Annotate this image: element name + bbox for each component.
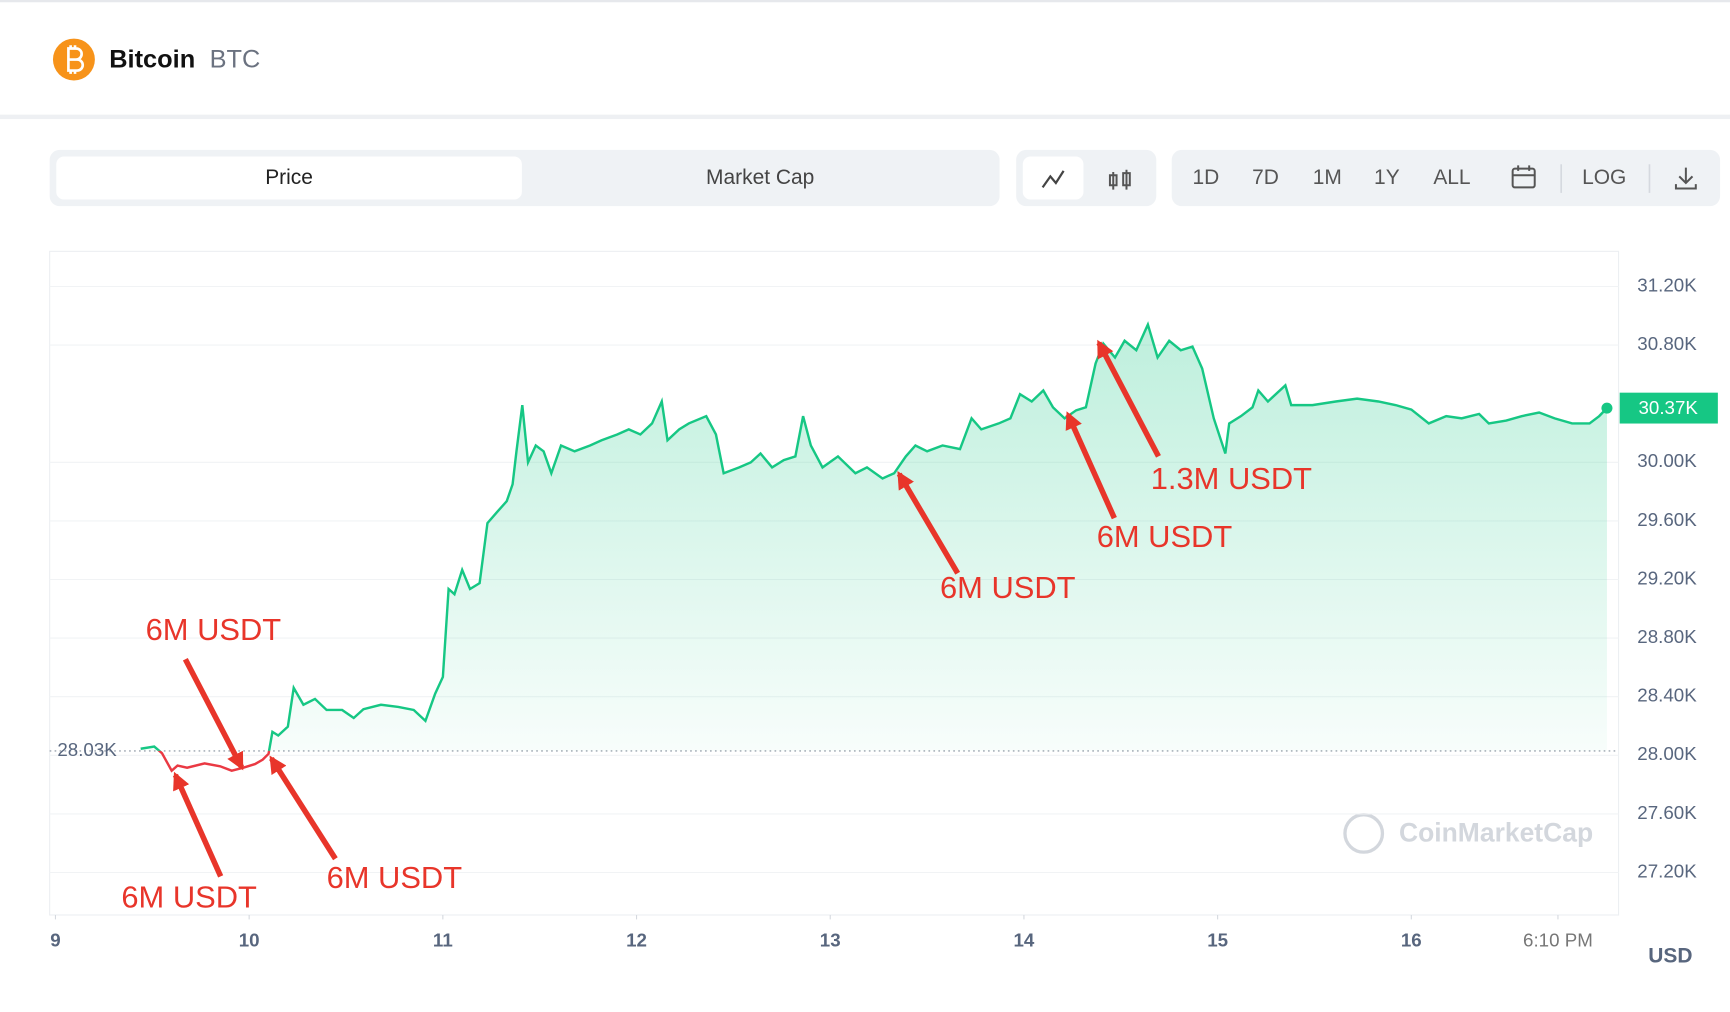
y-tick-label: 28.00K <box>1637 743 1697 764</box>
plot: 27.20K 27.60K 28.00K 28.40K 28.80K 29.20K 29.6… <box>49 274 1718 950</box>
annotation-text: 6M USDT <box>327 860 463 895</box>
coin-name: Bitcoin <box>109 45 195 73</box>
price-line-up <box>140 321 1608 751</box>
y-tick-label: 31.20K <box>1637 274 1697 295</box>
range-button[interactable]: 7D <box>1252 166 1279 189</box>
range-button[interactable]: 1D <box>1193 166 1220 189</box>
y-tick-label: 27.60K <box>1637 802 1697 823</box>
price-badge <box>1619 392 1718 424</box>
annotation-arrow <box>172 771 224 878</box>
y-tick-label: 27.20K <box>1637 860 1697 881</box>
y-tick-label: 29.20K <box>1637 567 1697 588</box>
tab-market-cap[interactable]: Market Cap <box>706 166 814 189</box>
x-tick-label: 10 <box>239 929 260 950</box>
y-tick-label: 28.80K <box>1637 626 1697 647</box>
header-divider <box>0 114 1730 120</box>
price-badge-label: 30.37K <box>1639 397 1699 418</box>
annotation-arrow <box>269 755 338 861</box>
y-tick-label: 29.60K <box>1637 509 1697 530</box>
annotation-text: 6M USDT <box>146 612 282 647</box>
x-tick-label: 6:10 PM <box>1523 929 1593 950</box>
x-tick-label: 14 <box>1014 929 1035 950</box>
annotation-text: 6M USDT <box>940 570 1076 605</box>
y-tick-label: 30.80K <box>1637 333 1697 354</box>
calendar-icon-detail <box>1512 165 1535 177</box>
y-unit: USD <box>1648 944 1692 967</box>
log-button[interactable]: LOG <box>1582 166 1626 189</box>
x-tick-label: 13 <box>820 929 841 950</box>
calendar-icon[interactable] <box>1511 167 1536 189</box>
x-tick-label: 11 <box>433 929 453 950</box>
annotation-arrow <box>182 657 245 771</box>
range-bar <box>1171 149 1721 207</box>
candle-icon[interactable] <box>1108 169 1131 190</box>
annotation-text: 6M USDT <box>121 880 257 915</box>
range-button[interactable]: 1M <box>1313 166 1342 189</box>
tab-selected[interactable] <box>56 156 522 200</box>
price-area <box>140 324 1607 751</box>
line-icon <box>1041 170 1065 189</box>
watermark-logo <box>1343 813 1385 854</box>
tab-price[interactable]: Price <box>265 166 313 189</box>
annotation-arrow <box>1096 339 1161 458</box>
annotation-text: 6M USDT <box>1097 519 1233 554</box>
baseline-label: 28.03K <box>57 739 117 760</box>
range-button[interactable]: 1Y <box>1374 166 1400 189</box>
x-tick-label: 12 <box>626 929 647 950</box>
annotation-arrow <box>896 470 961 575</box>
watermark-text: CoinMarketCap <box>1399 818 1593 848</box>
y-tick-label: 28.40K <box>1637 685 1697 706</box>
x-tick-label: 16 <box>1401 929 1422 950</box>
y-tick-label: 30.00K <box>1637 450 1697 471</box>
range-buttons: 1D 7D 1M 1Y ALL <box>1193 166 1471 189</box>
download-icon[interactable] <box>1674 167 1697 190</box>
last-point <box>1601 402 1613 414</box>
watermark: CoinMarketCap <box>1343 813 1593 854</box>
annotation-text: 1.3M USDT <box>1151 461 1312 496</box>
plot-frame <box>49 250 1620 916</box>
annotation-arrow <box>1065 411 1117 520</box>
coin-symbol: BTC <box>210 45 261 73</box>
coin-glyph <box>67 45 84 74</box>
range-button[interactable]: ALL <box>1433 166 1470 189</box>
x-tick-label: 9 <box>50 929 60 950</box>
x-tick-label: 15 <box>1207 929 1228 950</box>
